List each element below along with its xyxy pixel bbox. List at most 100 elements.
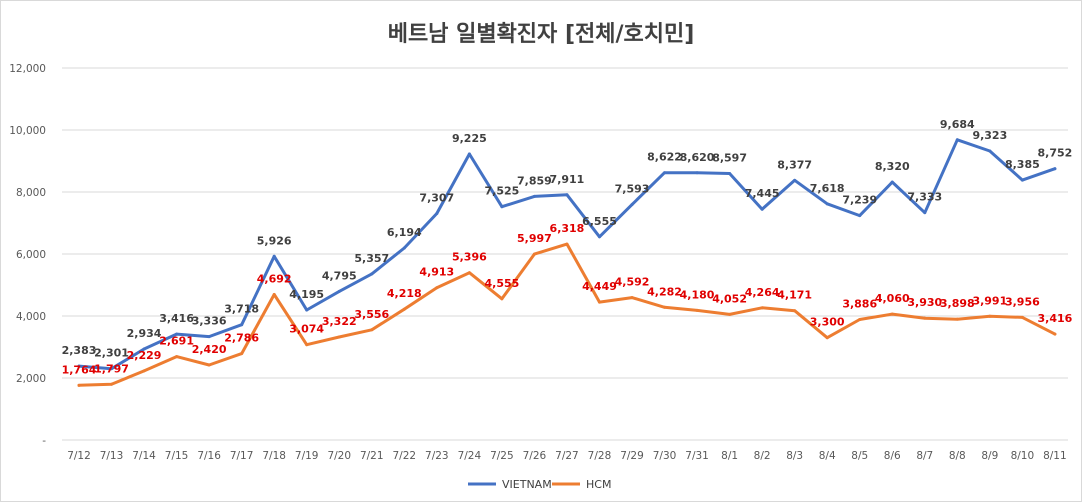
data-label-vietnam: 4,195	[289, 288, 324, 301]
data-point-hcm	[337, 335, 341, 339]
x-tick-label: 7/30	[653, 450, 677, 462]
x-tick-label: 8/6	[884, 450, 901, 462]
x-tick-label: 8/4	[819, 450, 836, 462]
data-label-vietnam: 8,622	[647, 151, 682, 164]
data-label-hcm: 4,692	[257, 273, 292, 286]
data-label-hcm: 2,420	[192, 343, 227, 356]
x-tick-label: 8/8	[949, 450, 966, 462]
data-point-hcm	[955, 317, 959, 321]
data-label-hcm: 4,171	[777, 289, 812, 302]
data-point-vietnam	[597, 235, 601, 239]
data-label-vietnam: 7,333	[907, 191, 942, 204]
data-label-hcm: 3,556	[354, 308, 389, 321]
data-point-vietnam	[695, 171, 699, 175]
data-point-vietnam	[77, 364, 81, 368]
data-label-hcm: 2,691	[159, 335, 194, 348]
data-label-hcm: 4,180	[680, 288, 715, 301]
x-tick-label: 7/16	[197, 450, 221, 462]
data-point-hcm	[988, 314, 992, 318]
data-point-hcm	[858, 318, 862, 322]
data-point-vietnam	[500, 205, 504, 209]
data-point-hcm	[142, 369, 146, 373]
data-label-vietnam: 2,383	[62, 344, 97, 357]
data-point-vietnam	[305, 308, 309, 312]
x-tick-label: 7/28	[588, 450, 612, 462]
data-point-vietnam	[630, 203, 634, 207]
data-label-vietnam: 7,911	[550, 173, 585, 186]
data-point-vietnam	[435, 211, 439, 215]
legend-label-vietnam: VIETNAM	[502, 478, 552, 491]
x-tick-label: 8/11	[1043, 450, 1067, 462]
x-tick-label: 7/31	[685, 450, 709, 462]
data-point-hcm	[370, 328, 374, 332]
data-label-vietnam: 8,752	[1038, 147, 1073, 160]
data-point-hcm	[305, 343, 309, 347]
data-point-vietnam	[793, 178, 797, 182]
data-point-vietnam	[110, 367, 114, 371]
data-point-vietnam	[1053, 167, 1057, 171]
data-label-hcm: 4,264	[745, 286, 780, 299]
x-tick-label: 7/24	[458, 450, 482, 462]
data-label-hcm: 5,396	[452, 251, 487, 264]
data-point-hcm	[825, 336, 829, 340]
data-point-hcm	[402, 307, 406, 311]
data-point-hcm	[500, 297, 504, 301]
data-label-vietnam: 2,934	[127, 327, 162, 340]
data-label-hcm: 3,416	[1038, 312, 1073, 325]
x-tick-label: 7/26	[523, 450, 547, 462]
data-point-hcm	[793, 309, 797, 313]
y-tick-label: 2,000	[16, 373, 46, 385]
x-tick-label: 7/20	[327, 450, 351, 462]
data-label-hcm: 4,592	[615, 276, 650, 289]
data-label-vietnam: 7,859	[517, 174, 552, 187]
data-point-hcm	[565, 242, 569, 246]
y-tick-label: -	[42, 435, 46, 447]
legend: VIETNAM HCM	[468, 478, 611, 491]
data-point-vietnam	[402, 246, 406, 250]
data-point-hcm	[923, 316, 927, 320]
data-point-vietnam	[760, 207, 764, 211]
y-tick-label: 6,000	[16, 249, 46, 261]
data-point-vietnam	[565, 193, 569, 197]
gridlines	[62, 67, 1068, 441]
x-tick-label: 7/18	[262, 450, 286, 462]
data-point-vietnam	[988, 149, 992, 153]
data-point-hcm	[240, 352, 244, 356]
data-label-hcm: 1,797	[94, 362, 129, 375]
data-point-vietnam	[370, 272, 374, 276]
data-point-vietnam	[825, 202, 829, 206]
y-axis-ticks: - 2,000 4,000 6,000 8,000 10,000 12,000	[9, 63, 46, 447]
data-label-hcm: 3,991	[972, 294, 1007, 307]
data-label-vietnam: 7,445	[745, 187, 780, 200]
data-point-vietnam	[923, 211, 927, 215]
data-label-hcm: 3,898	[940, 297, 975, 310]
data-label-vietnam: 7,618	[810, 182, 845, 195]
data-label-vietnam: 8,597	[712, 151, 747, 164]
data-label-hcm: 6,318	[550, 222, 585, 235]
data-label-hcm: 3,886	[842, 298, 877, 311]
data-label-hcm: 3,322	[322, 315, 357, 328]
x-tick-label: 7/19	[295, 450, 319, 462]
data-point-hcm	[890, 312, 894, 316]
y-tick-label: 8,000	[16, 187, 46, 199]
x-tick-label: 7/23	[425, 450, 449, 462]
data-label-hcm: 4,449	[582, 280, 617, 293]
x-tick-label: 8/2	[754, 450, 771, 462]
data-label-hcm: 4,555	[484, 277, 519, 290]
data-point-hcm	[435, 286, 439, 290]
data-label-vietnam: 9,225	[452, 132, 487, 145]
data-point-vietnam	[1020, 178, 1024, 182]
data-label-hcm: 4,282	[647, 285, 682, 298]
x-tick-label: 7/14	[132, 450, 156, 462]
data-label-hcm: 5,997	[517, 232, 552, 245]
data-label-hcm: 1,764	[62, 363, 97, 376]
data-point-hcm	[532, 252, 536, 256]
data-label-hcm: 3,930	[907, 296, 942, 309]
data-label-vietnam: 7,239	[842, 194, 877, 207]
data-point-vietnam	[532, 194, 536, 198]
x-tick-label: 7/15	[165, 450, 189, 462]
legend-label-hcm: HCM	[586, 478, 611, 491]
data-label-hcm: 4,913	[419, 266, 454, 279]
